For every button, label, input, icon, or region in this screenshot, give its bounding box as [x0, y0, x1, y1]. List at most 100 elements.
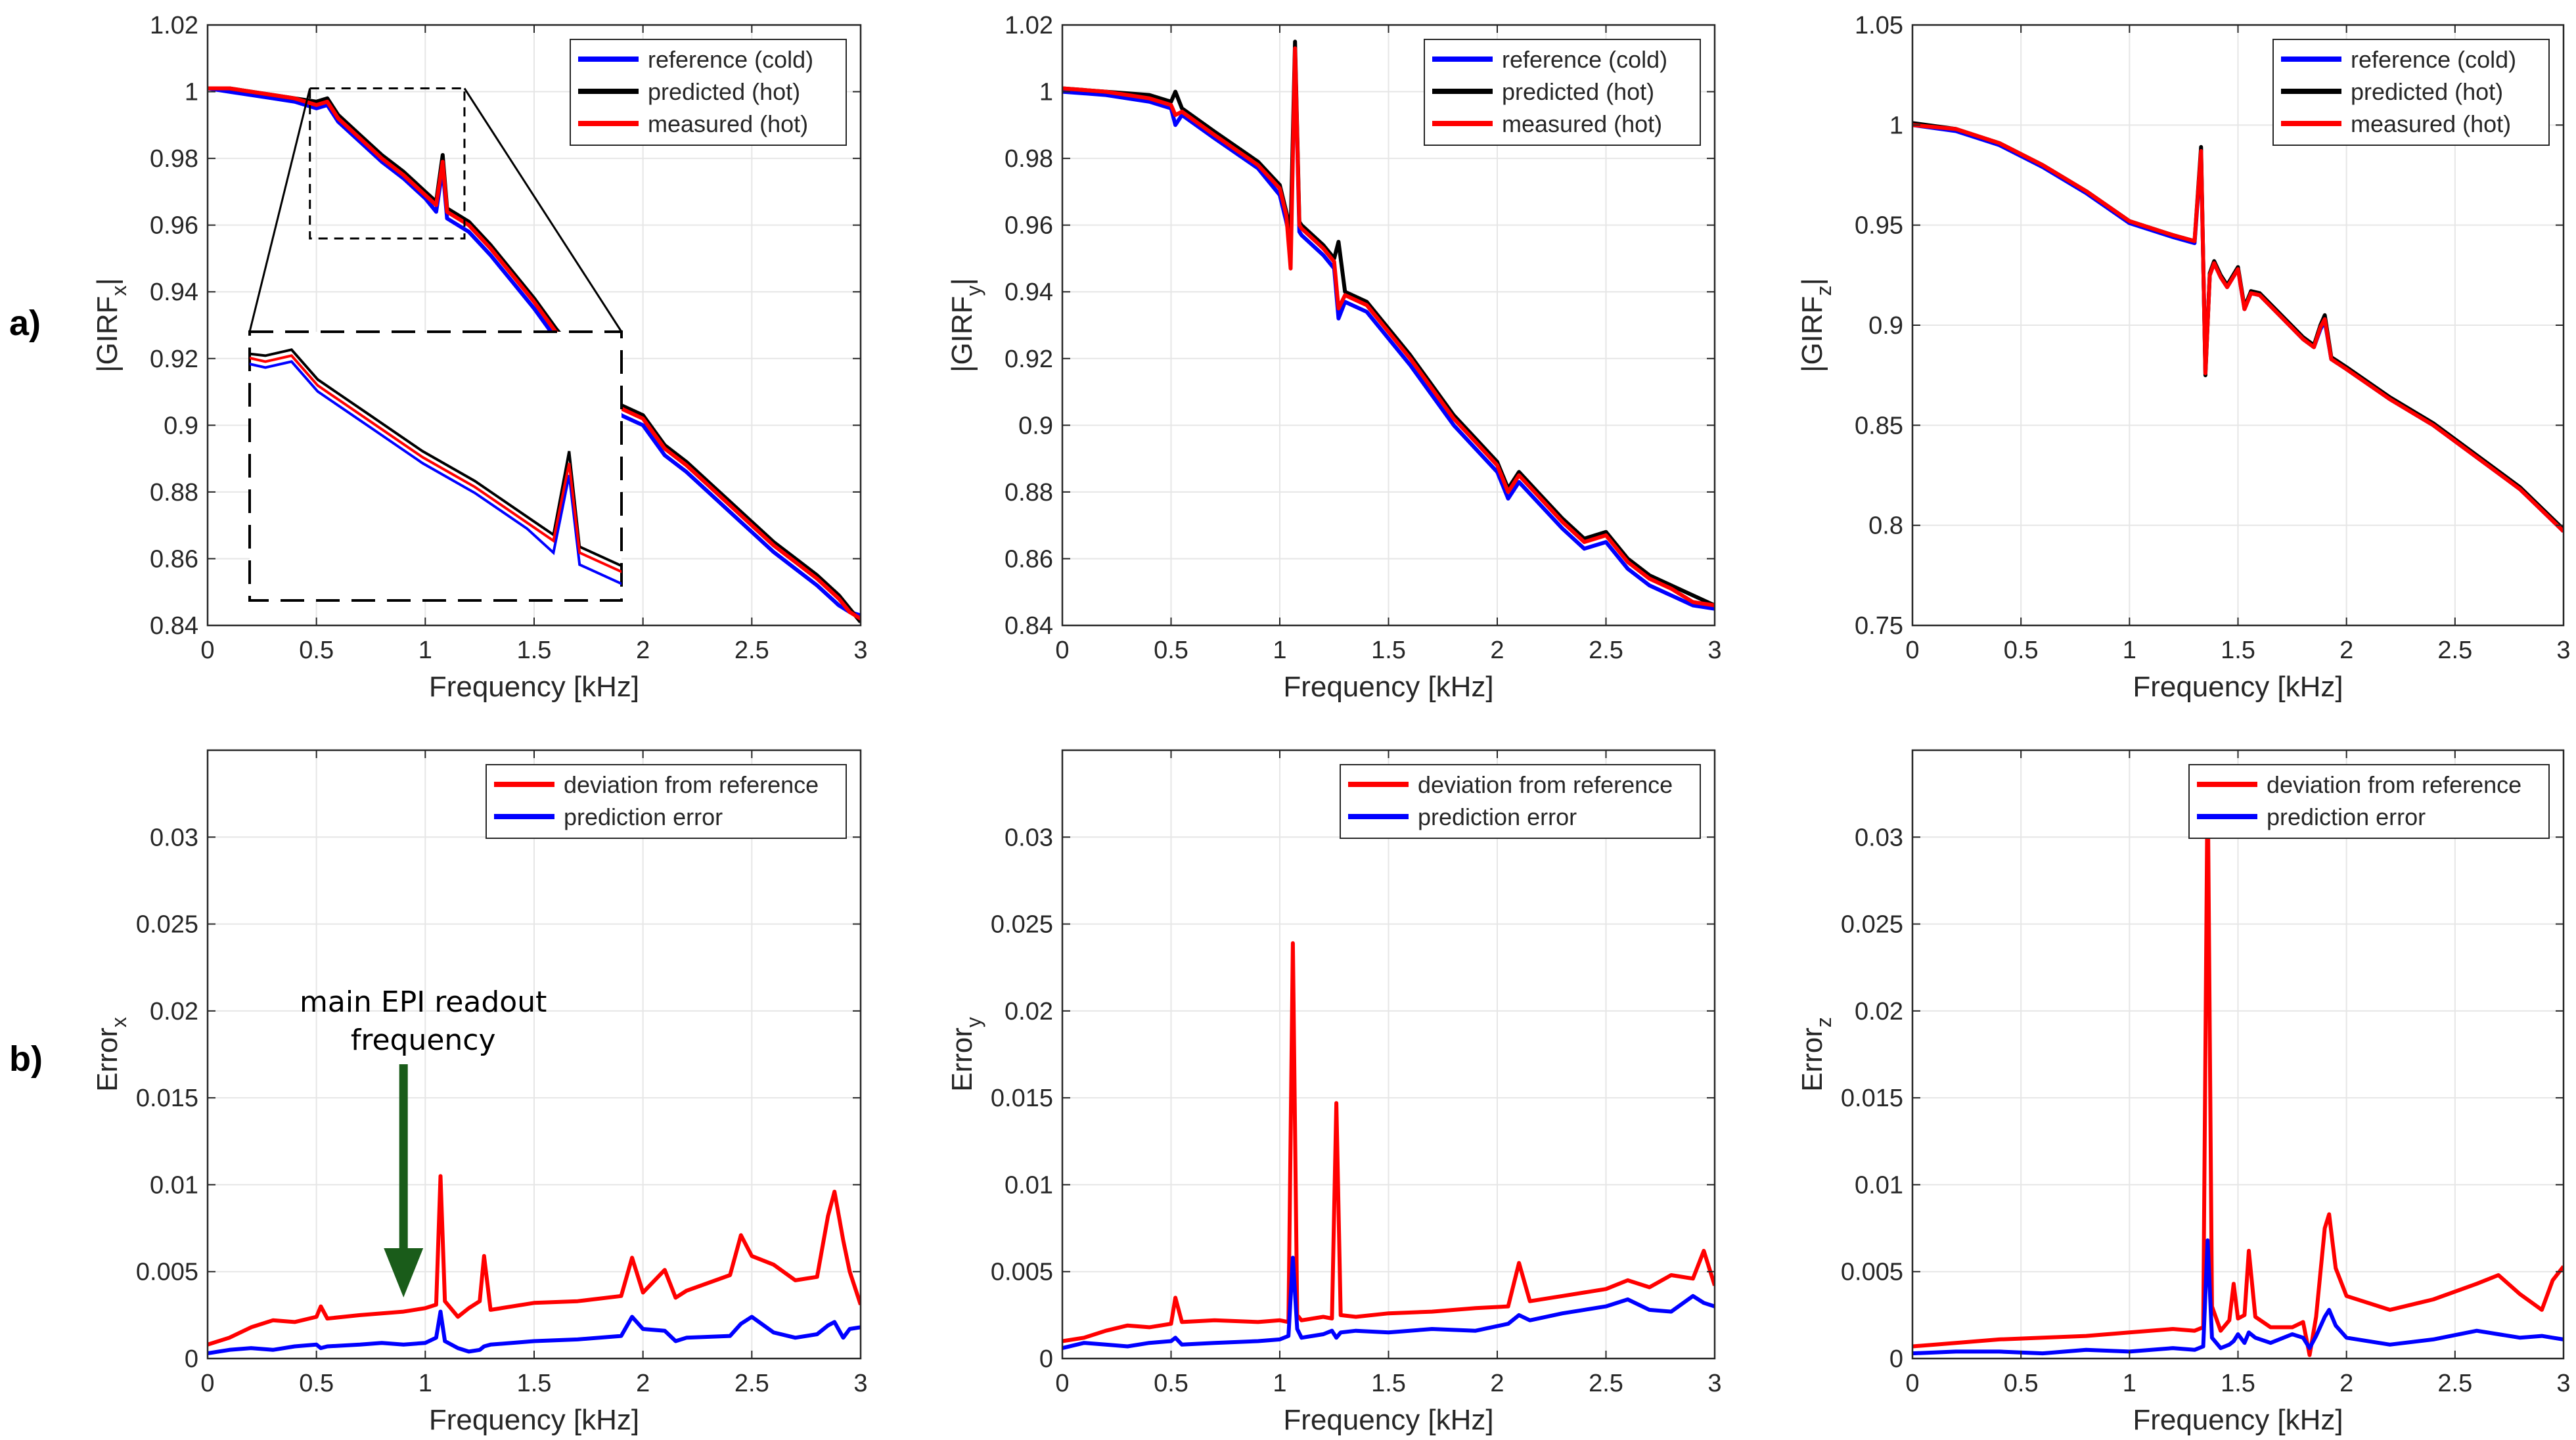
x-tick-label: 0 — [1055, 1370, 1069, 1397]
y-tick-label: 0.02 — [1005, 998, 1053, 1025]
y-tick-label: 0.005 — [991, 1259, 1053, 1286]
x-tick-label: 0 — [1055, 637, 1069, 664]
y-tick-label: 0.84 — [150, 612, 198, 640]
y-axis-label: Errorx — [91, 1017, 131, 1092]
panel-girf-z: 0 0.5 1 1.5 2 2.5 3 0.75 0.8 0.85 0.9 0.95 1 1.05 Freq… — [1796, 12, 2571, 703]
legend-entry: deviation from reference — [2267, 771, 2521, 798]
legend: deviation from reference prediction error — [1340, 764, 1701, 839]
legend-entry: reference (cold) — [648, 46, 813, 73]
series-group — [208, 86, 861, 623]
x-tick-label: 3 — [853, 637, 867, 664]
y-tick-label: 0.9 — [1018, 412, 1053, 439]
y-tick-label: 0.01 — [1855, 1171, 1903, 1199]
x-tick-label: 0 — [200, 1370, 214, 1397]
row-label-b: b) — [9, 1039, 43, 1079]
y-axis-label-suffix: | — [946, 278, 978, 285]
series-line-predicted-hot — [208, 86, 861, 623]
x-tick-label: 2.5 — [2437, 637, 2472, 664]
legend-entry: deviation from reference — [1418, 771, 1673, 798]
x-axis-label: Frequency [kHz] — [2133, 671, 2343, 703]
x-tick-label: 1.5 — [2221, 637, 2255, 664]
y-tick-label: 0.94 — [150, 279, 198, 306]
y-tick-label: 0.92 — [150, 346, 198, 373]
series-group — [1912, 121, 2564, 533]
y-axis-label-suffix: | — [91, 278, 124, 285]
legend-entry: prediction error — [564, 803, 723, 830]
x-tick-label: 2.5 — [734, 637, 769, 664]
y-tick-label: 0.88 — [1005, 479, 1053, 506]
y-tick-label: 0.98 — [150, 145, 198, 173]
y-tick-label: 0.96 — [150, 212, 198, 240]
series-line-deviation-from-reference — [1062, 941, 1715, 1343]
y-tick-label: 0.015 — [1841, 1085, 1903, 1112]
series-line-reference-cold — [1062, 49, 1715, 611]
y-tick-label: 1 — [185, 79, 198, 106]
y-tick-label: 0 — [1889, 1345, 1903, 1373]
y-axis-label-subscript: z — [1812, 1017, 1836, 1027]
series-group — [1912, 765, 2564, 1357]
legend: deviation from reference prediction error — [486, 764, 847, 839]
x-tick-label: 0.5 — [1154, 1370, 1188, 1397]
y-tick-label: 0.85 — [1855, 412, 1903, 439]
y-tick-label: 0.86 — [1005, 545, 1053, 573]
panel-error-y: 0 0.5 1 1.5 2 2.5 3 0 0.005 0.01 0.015 0.02 0.025 0.0… — [946, 749, 1722, 1436]
legend: reference (cold) predicted (hot) measured … — [2272, 39, 2550, 146]
y-axis-label: Errorz — [1796, 1017, 1836, 1092]
inset-line-reference-cold — [250, 360, 621, 585]
y-tick-label: 0.9 — [164, 412, 198, 439]
x-tick-label: 3 — [1707, 637, 1721, 664]
annotation-arrow-head — [384, 1248, 424, 1297]
legend-entry: reference (cold) — [1502, 46, 1667, 73]
x-axis-label: Frequency [kHz] — [429, 1404, 639, 1436]
y-axis-label: |GIRFy| — [946, 278, 985, 372]
y-tick-label: 0 — [185, 1345, 198, 1373]
legend-entry: measured (hot) — [1502, 110, 1662, 137]
y-axis-label-main: |GIRF — [1796, 296, 1828, 372]
y-axis-label-subscript: y — [962, 285, 985, 296]
x-tick-label: 2.5 — [734, 1370, 769, 1397]
series-line-reference-cold — [208, 86, 861, 618]
y-tick-label: 0.015 — [991, 1085, 1053, 1112]
y-axis-label-main: Error — [946, 1027, 978, 1092]
x-tick-label: 0.5 — [2004, 1370, 2039, 1397]
y-axis-label-main: |GIRF — [946, 296, 978, 372]
y-tick-label: 0.94 — [1005, 279, 1053, 306]
y-tick-label: 0.84 — [1005, 612, 1053, 640]
series-line-measured-hot — [208, 86, 861, 621]
series-group — [1062, 39, 1715, 611]
y-tick-label: 1.02 — [150, 12, 198, 39]
series-line-predicted-hot — [1062, 39, 1715, 608]
panel-error-x: 0 0.5 1 1.5 2 2.5 3 0 0.005 0.01 0.015 0.02 0.025 0.0… — [91, 749, 868, 1436]
y-tick-label: 0.9 — [1868, 312, 1903, 340]
legend-entry: measured (hot) — [648, 110, 808, 137]
y-axis-label-main: Error — [91, 1027, 124, 1092]
x-axis-label: Frequency [kHz] — [429, 671, 639, 703]
y-tick-label: 0.86 — [150, 545, 198, 573]
y-axis-label-subscript: x — [107, 1017, 131, 1027]
y-tick-label: 0.02 — [150, 998, 198, 1025]
legend-entry: reference (cold) — [2351, 46, 2516, 73]
y-axis-label: |GIRFx| — [91, 278, 131, 372]
y-axis-label: |GIRFz| — [1796, 278, 1836, 372]
x-tick-label: 0.5 — [1154, 637, 1188, 664]
legend-entry: predicted (hot) — [2351, 78, 2503, 105]
y-tick-label: 0.03 — [1855, 824, 1903, 851]
x-tick-label: 1 — [2123, 637, 2136, 664]
y-tick-label: 0.95 — [1855, 212, 1903, 240]
x-tick-label: 0.5 — [299, 1370, 334, 1397]
series-line-measured-hot — [1062, 46, 1715, 608]
legend-entry: prediction error — [2267, 803, 2426, 830]
x-tick-label: 2.5 — [1589, 637, 1623, 664]
y-tick-label: 0.025 — [1841, 911, 1903, 939]
x-tick-label: 2 — [2339, 1370, 2353, 1397]
legend-entry: prediction error — [1418, 803, 1577, 830]
x-tick-label: 1 — [418, 1370, 432, 1397]
y-tick-label: 0.01 — [1005, 1171, 1053, 1199]
y-tick-label: 1.02 — [1005, 12, 1053, 39]
y-tick-label: 1.05 — [1855, 12, 1903, 39]
legend-entry: predicted (hot) — [648, 78, 800, 105]
x-tick-label: 3 — [2556, 637, 2570, 664]
panel-error-z: 0 0.5 1 1.5 2 2.5 3 0 0.005 0.01 0.015 0.02 0.025 0.0… — [1796, 749, 2571, 1436]
x-tick-label: 2 — [636, 637, 650, 664]
y-tick-label: 0.96 — [1005, 212, 1053, 240]
